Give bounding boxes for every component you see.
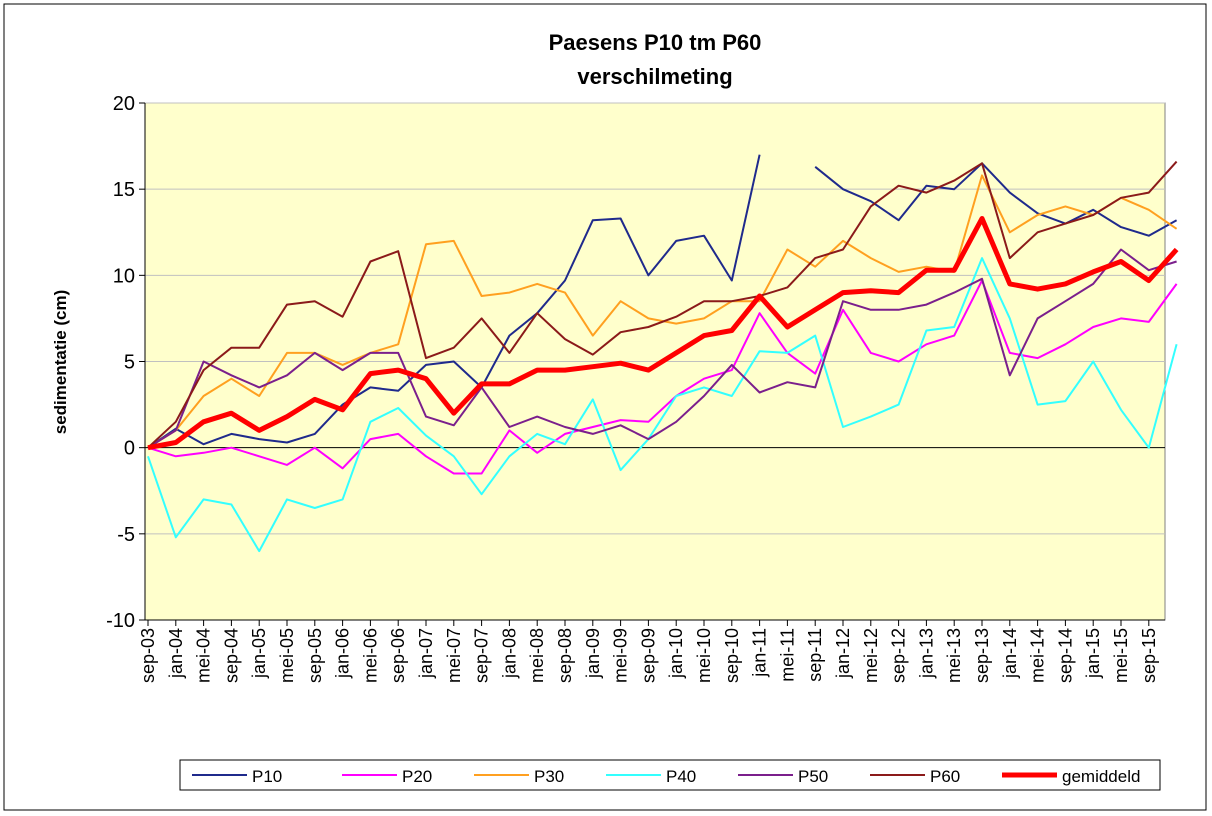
x-tick-label: sep-06 — [388, 628, 408, 683]
y-tick-label: 5 — [124, 352, 135, 374]
x-tick-label: jan-11 — [750, 628, 770, 678]
x-tick-label: mei-14 — [1028, 628, 1048, 683]
y-tick-label: 0 — [124, 438, 135, 460]
x-tick-label: sep-11 — [805, 628, 825, 682]
x-tick-label: jan-13 — [916, 628, 936, 679]
x-tick-label: mei-13 — [944, 628, 964, 683]
x-tick-label: mei-12 — [861, 628, 881, 683]
x-tick-label: sep-14 — [1055, 628, 1075, 683]
x-tick-label: jan-14 — [1000, 628, 1020, 679]
legend-label: P10 — [252, 767, 282, 786]
x-tick-label: sep-07 — [472, 628, 492, 683]
series-line — [147, 160, 1178, 449]
x-tick-label: sep-15 — [1139, 628, 1159, 683]
x-tick-label: mei-04 — [194, 628, 214, 683]
series-line — [147, 279, 1178, 475]
series-line — [147, 248, 1177, 449]
x-tick-label: mei-11 — [777, 628, 797, 682]
x-tick-label: mei-07 — [444, 628, 464, 683]
x-tick-label: jan-15 — [1083, 628, 1103, 679]
x-tick-label: jan-10 — [666, 628, 686, 679]
x-tick-label: jan-04 — [166, 628, 186, 679]
x-tick-label: jan-07 — [416, 628, 436, 679]
legend-label: P50 — [798, 767, 828, 786]
x-tick-label: jan-05 — [249, 628, 269, 679]
y-tick-label: -10 — [106, 610, 135, 632]
x-tick-label: sep-10 — [722, 628, 742, 683]
x-tick-label: sep-09 — [638, 628, 658, 683]
legend-label: P60 — [930, 767, 960, 786]
x-tick-label: sep-03 — [138, 628, 158, 683]
legend-label: P30 — [534, 767, 564, 786]
legend-label: gemiddeld — [1062, 767, 1140, 786]
x-tick-label: mei-06 — [360, 628, 380, 683]
x-tick-label: jan-08 — [499, 628, 519, 679]
y-tick-label: 20 — [113, 93, 135, 115]
y-tick-label: 15 — [113, 179, 135, 201]
chart-title: Paesens P10 tm P60 — [549, 30, 762, 55]
y-axis-label: sedimentatie (cm) — [51, 290, 70, 435]
y-tick-label: 10 — [113, 265, 135, 287]
x-tick-label: sep-12 — [889, 628, 909, 683]
x-tick-label: mei-08 — [527, 628, 547, 683]
x-tick-label: mei-15 — [1111, 628, 1131, 683]
series-line — [147, 216, 1179, 451]
x-tick-label: sep-13 — [972, 628, 992, 683]
series-line — [147, 257, 1178, 553]
y-tick-label: -5 — [117, 524, 135, 546]
series-line — [147, 154, 1178, 449]
x-tick-label: jan-12 — [833, 628, 853, 679]
x-tick-label: sep-08 — [555, 628, 575, 683]
x-tick-label: jan-09 — [583, 628, 603, 679]
legend-label: P40 — [666, 767, 696, 786]
chart-subtitle: verschilmeting — [577, 64, 732, 89]
x-tick-label: mei-10 — [694, 628, 714, 683]
x-tick-label: mei-05 — [277, 628, 297, 683]
x-tick-label: sep-05 — [305, 628, 325, 683]
x-tick-label: mei-09 — [611, 628, 631, 683]
x-tick-label: sep-04 — [221, 628, 241, 683]
legend-label: P20 — [402, 767, 432, 786]
x-tick-label: jan-06 — [333, 628, 353, 679]
